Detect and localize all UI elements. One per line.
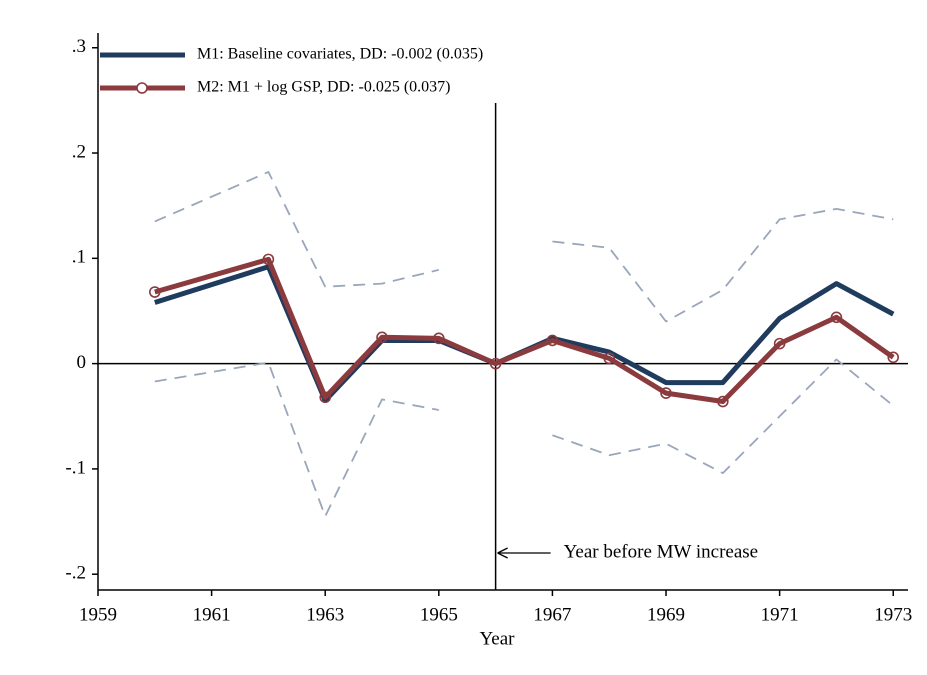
marker xyxy=(660,387,672,399)
marker xyxy=(489,357,502,370)
series-line xyxy=(154,256,895,405)
x-tick-label: 1963 xyxy=(306,604,344,625)
legend-marker xyxy=(136,82,148,94)
annotation: Year before MW increase xyxy=(564,541,759,562)
ci-line xyxy=(154,358,894,518)
marker xyxy=(773,337,786,350)
y-tick-label: -.1 xyxy=(65,457,86,478)
marker xyxy=(433,332,445,345)
x-axis-title: Year xyxy=(479,628,515,649)
x-tick-label: 1973 xyxy=(874,604,912,625)
y-tick-label: .1 xyxy=(72,247,86,268)
marker xyxy=(546,334,559,347)
x-tick-label: 1961 xyxy=(193,604,231,625)
x-tick-label: 1967 xyxy=(533,604,571,625)
marker xyxy=(149,286,161,298)
y-tick-label: 0 xyxy=(77,352,87,373)
marker xyxy=(376,331,388,344)
marker xyxy=(262,253,275,266)
legend-label: M2: M1 + log GSP, DD: -0.025 (0.037) xyxy=(197,79,450,96)
y-tick-label: .3 xyxy=(72,36,86,57)
marker xyxy=(603,352,616,365)
marker xyxy=(830,311,843,324)
y-tick-label: .2 xyxy=(72,141,86,162)
x-tick-label: 1959 xyxy=(79,604,117,625)
x-tick-label: 1971 xyxy=(761,604,799,625)
ci-line xyxy=(154,171,894,323)
y-tick-label: -.2 xyxy=(65,563,86,584)
marker xyxy=(319,391,332,404)
x-tick-label: 1965 xyxy=(420,604,458,625)
marker xyxy=(887,351,900,364)
legend-label: M1: Baseline covariates, DD: -0.002 (0.0… xyxy=(197,46,483,63)
marker xyxy=(717,395,729,408)
annotation-arrowhead xyxy=(497,547,508,559)
x-tick-label: 1969 xyxy=(647,604,685,625)
